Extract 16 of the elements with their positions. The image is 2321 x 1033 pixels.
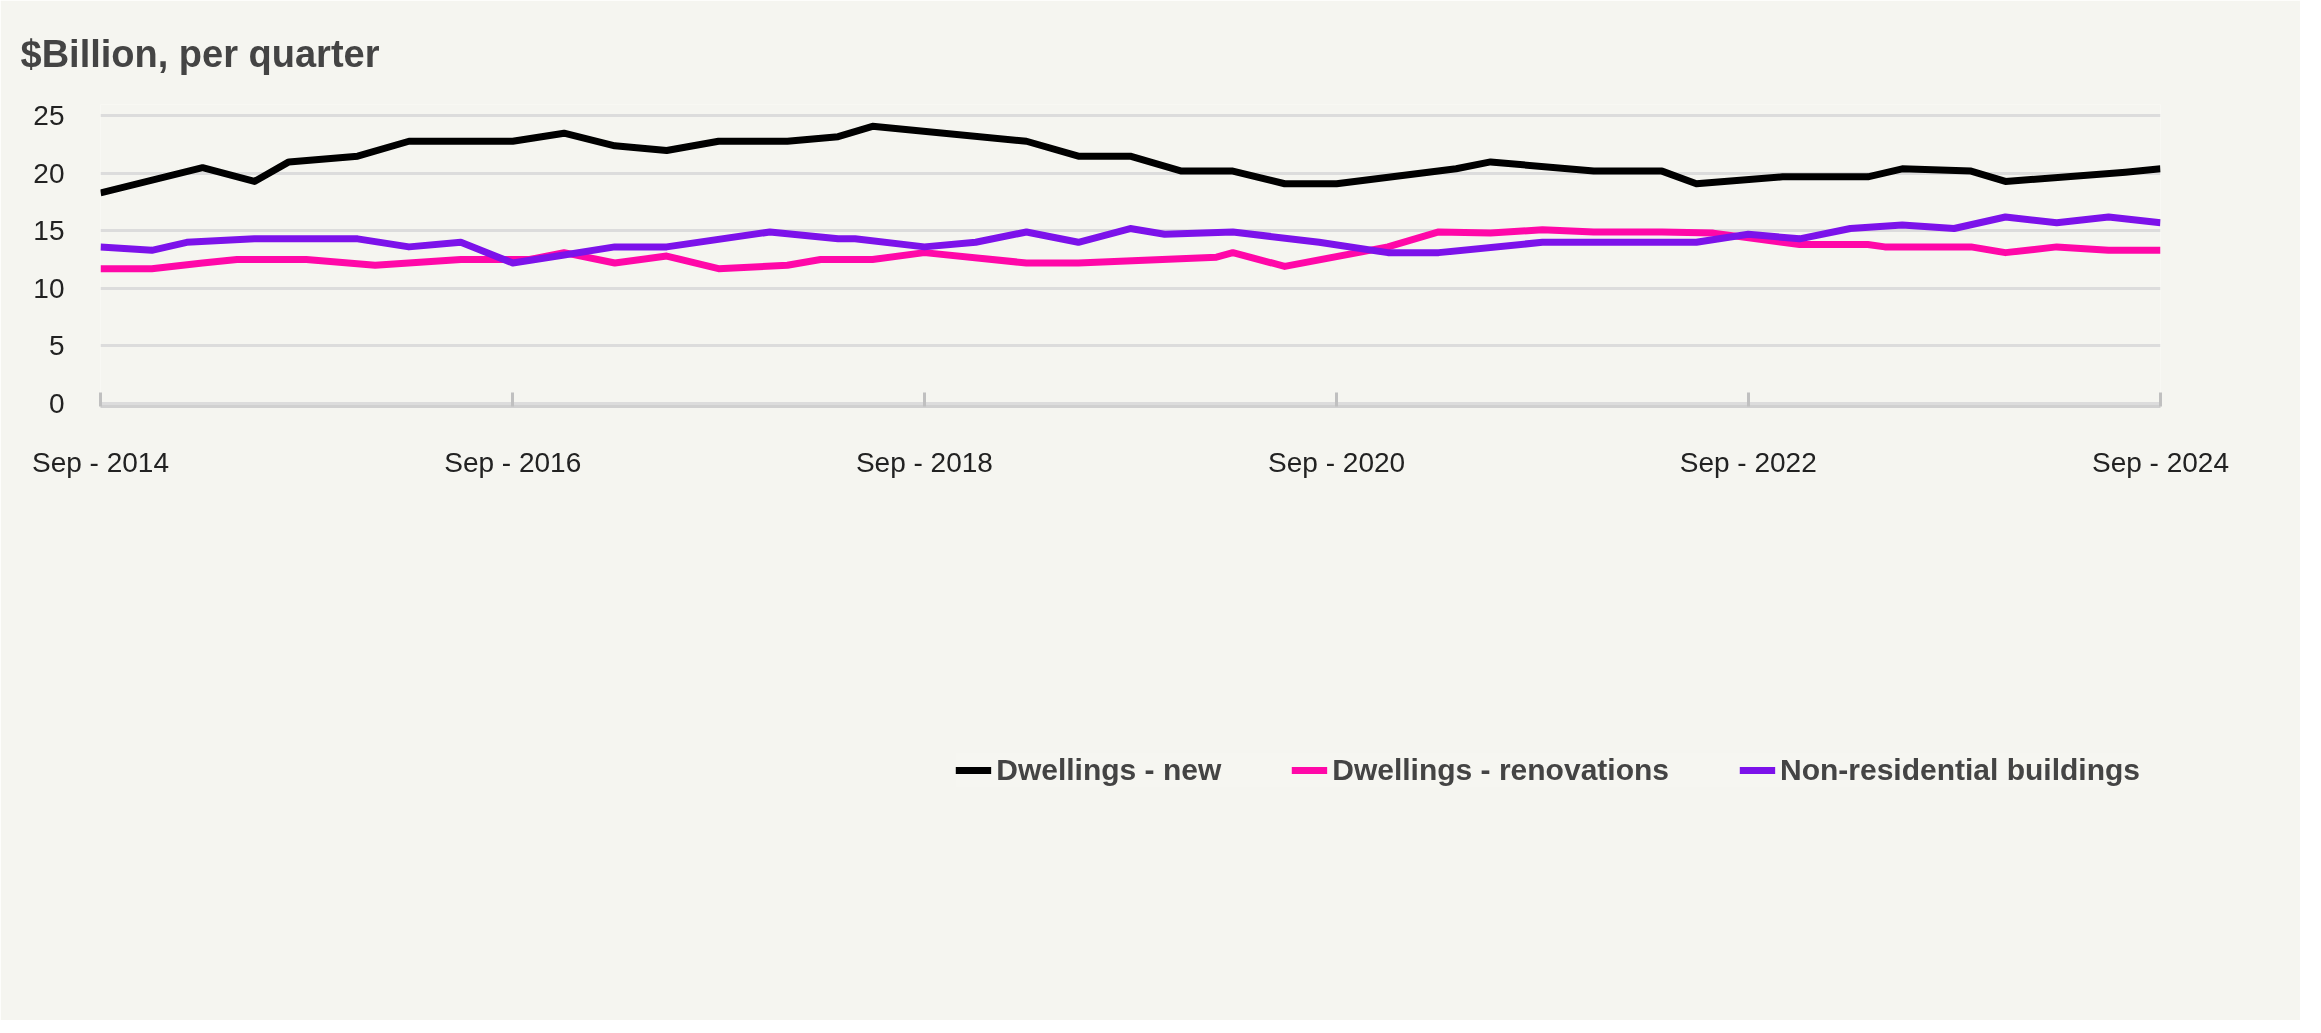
x-tick-label: Sep - 2022: [1679, 446, 1817, 478]
y-tick-label: 15: [33, 215, 65, 247]
y-tick-label: 10: [33, 272, 65, 304]
x-tick-label: Sep - 2020: [1268, 446, 1406, 478]
legend-label: Non-residential buildings: [1779, 753, 2140, 787]
legend-label: Dwellings - new: [996, 753, 1222, 787]
x-tick-label: Sep - 2014: [32, 446, 169, 478]
legend-label: Dwellings - renovations: [1332, 753, 1669, 787]
y-tick-label: 0: [48, 387, 65, 419]
y-tick-label: 20: [33, 157, 65, 189]
y-tick-label: 5: [48, 330, 65, 362]
y-tick-label: 25: [33, 100, 65, 132]
x-tick-label: Sep - 2024: [2092, 446, 2229, 478]
x-tick-label: Sep - 2016: [444, 446, 582, 478]
chart-title: $Billion, per quarter: [20, 32, 380, 75]
x-tick-label: Sep - 2018: [855, 446, 993, 478]
